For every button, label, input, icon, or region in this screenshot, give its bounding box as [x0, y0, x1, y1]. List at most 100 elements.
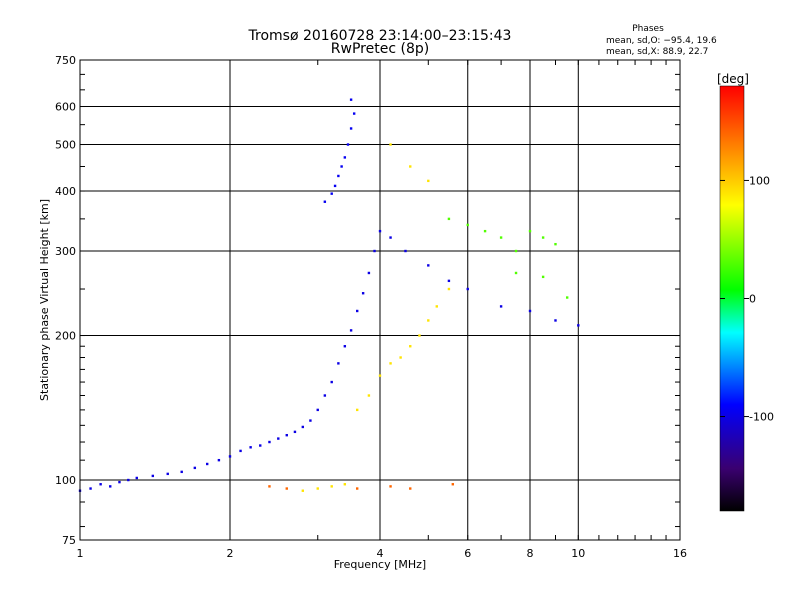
data-point: [399, 356, 402, 359]
data-point: [349, 127, 353, 130]
data-point: [565, 296, 569, 299]
grid-layer: [80, 60, 680, 540]
x-tick-label: 16: [673, 547, 687, 560]
data-point: [333, 184, 337, 188]
data-point: [166, 472, 169, 476]
data-point: [239, 449, 242, 453]
data-point: [378, 229, 382, 233]
data-point: [346, 143, 350, 146]
data-point: [268, 485, 271, 488]
data-point: [355, 487, 359, 490]
data-point: [528, 229, 532, 233]
data-point: [389, 236, 392, 239]
data-point: [451, 483, 455, 486]
x-tick-label: 6: [464, 547, 471, 560]
data-point: [316, 408, 319, 412]
data-point: [193, 466, 197, 470]
x-tick-label: 1: [77, 547, 84, 560]
data-point: [447, 279, 451, 283]
y-tick-label: 75: [62, 534, 76, 547]
data-point: [135, 476, 138, 480]
data-point: [499, 236, 503, 239]
data-point: [343, 156, 347, 159]
data-point: [118, 480, 121, 484]
data-point: [293, 430, 297, 434]
data-point: [343, 483, 347, 486]
data-point: [285, 433, 288, 437]
data-point: [577, 324, 580, 327]
data-point: [330, 380, 333, 384]
y-tick-label: 300: [55, 245, 76, 258]
colorbar-tick-label: 100: [749, 174, 770, 187]
phase-stats-x: mean, sd,X: 88.9, 22.7: [606, 47, 708, 57]
x-axis-label: Frequency [MHz]: [334, 558, 426, 571]
data-point: [228, 455, 232, 458]
data-point: [499, 305, 503, 308]
colorbar-label: [deg]: [717, 72, 749, 86]
data-point: [249, 446, 252, 449]
data-point: [127, 478, 130, 482]
data-point: [409, 345, 412, 348]
data-point: [349, 98, 353, 101]
data-point: [340, 165, 343, 168]
data-point: [316, 487, 319, 490]
y-tick-label: 200: [55, 330, 76, 343]
phase-stats-heading: Phases: [632, 24, 664, 34]
data-point: [389, 143, 392, 146]
colorbar-ticks: 100 0 -100: [720, 174, 774, 424]
x-tick-label: 10: [571, 547, 585, 560]
data-point: [514, 271, 518, 275]
data-point: [554, 319, 557, 322]
data-point: [89, 487, 92, 490]
data-point: [541, 275, 545, 279]
data-point: [427, 264, 430, 267]
data-point: [330, 485, 333, 488]
data-point: [418, 334, 421, 337]
data-point: [268, 440, 271, 444]
data-point: [378, 374, 382, 377]
data-point: [277, 437, 280, 440]
axis-ticks-layer: 1 2 4 6 8 10 16 75 100 200 300 400 500 600 750: [55, 54, 687, 560]
data-point: [528, 309, 532, 313]
data-point: [367, 394, 371, 397]
data-point: [447, 287, 451, 291]
data-point: [373, 249, 376, 253]
y-tick-label: 500: [55, 139, 76, 152]
data-point: [427, 179, 430, 183]
data-point: [435, 305, 438, 308]
data-point: [466, 287, 469, 291]
data-point: [343, 345, 347, 348]
data-point: [554, 242, 557, 246]
y-axis-label: Stationary phase Virtual Height [km]: [38, 199, 51, 401]
data-point: [323, 394, 327, 397]
data-point: [285, 487, 288, 490]
data-point: [355, 309, 359, 313]
data-point: [99, 483, 102, 486]
data-point: [541, 236, 545, 239]
data-point: [337, 362, 340, 365]
data-point: [180, 470, 183, 474]
y-tick-label: 400: [55, 185, 76, 198]
y-tick-label: 100: [55, 474, 76, 487]
x-tick-label: 2: [227, 547, 234, 560]
data-point: [337, 174, 340, 178]
data-point: [355, 408, 359, 412]
data-point: [323, 200, 327, 203]
colorbar-tick-label: 0: [749, 293, 756, 306]
data-point: [389, 485, 392, 488]
data-point: [389, 362, 392, 365]
data-point: [217, 458, 221, 462]
y-tick-label: 750: [55, 54, 76, 67]
data-point: [427, 319, 430, 322]
data-point: [361, 292, 365, 295]
data-point: [259, 444, 262, 447]
data-point: [309, 419, 312, 422]
data-point: [330, 192, 333, 195]
data-point: [109, 485, 112, 488]
colorbar-tick-label: -100: [749, 411, 774, 424]
data-point: [447, 217, 451, 221]
data-point: [205, 462, 209, 466]
x-tick-label: 4: [377, 547, 384, 560]
chart-subtitle: RwPretec (8p): [331, 41, 429, 57]
